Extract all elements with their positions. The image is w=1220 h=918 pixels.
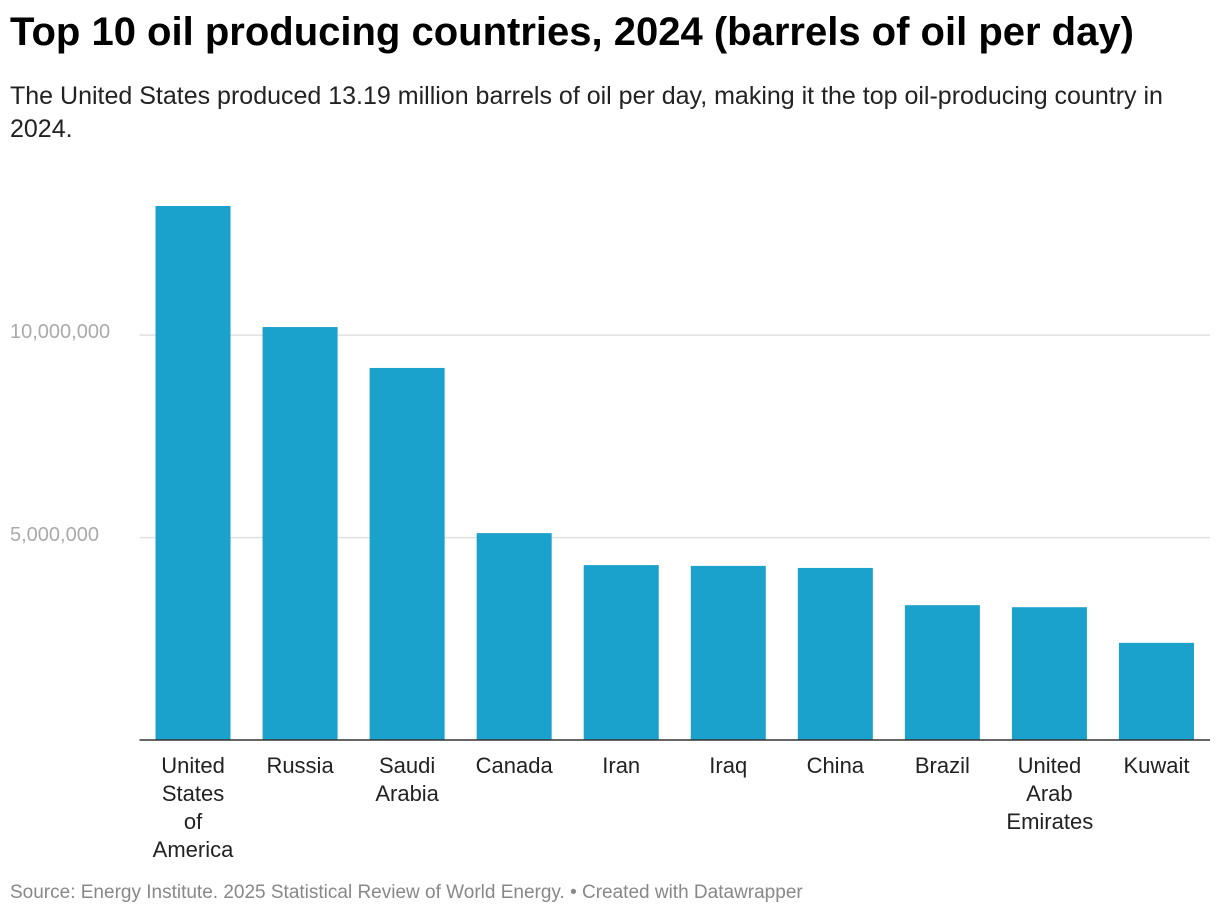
x-tick-label: Iraq	[709, 753, 748, 778]
x-tick-label: China	[806, 753, 865, 778]
x-tick-label: Russia	[266, 753, 334, 778]
chart-subtitle: The United States produced 13.19 million…	[10, 82, 1163, 143]
bar	[904, 605, 980, 740]
bar	[155, 206, 231, 740]
bar	[583, 565, 659, 740]
y-tick-label: 10,000,000	[10, 321, 111, 344]
chart-title: Top 10 oil producing countries, 2024 (ba…	[10, 10, 1134, 54]
x-tick-label: United Arab Emirates	[1006, 753, 1094, 834]
x-tick-label: Canada	[475, 753, 553, 778]
bar	[476, 533, 552, 740]
x-tick-label: Kuwait	[1123, 753, 1190, 778]
x-tick-label: United States of America	[152, 753, 234, 862]
bar	[1118, 642, 1194, 740]
x-tick-label: Brazil	[914, 753, 970, 778]
bar	[262, 327, 338, 740]
source-note: Source: Energy Institute. 2025 Statistic…	[10, 882, 803, 903]
bar	[797, 567, 873, 740]
x-tick-label: Saudi Arabia	[375, 753, 439, 806]
y-tick-label: 5,000,000	[10, 523, 99, 546]
x-tick-label: Iran	[602, 753, 641, 778]
bar	[369, 367, 445, 740]
bar	[690, 565, 766, 740]
bar	[1011, 607, 1087, 740]
